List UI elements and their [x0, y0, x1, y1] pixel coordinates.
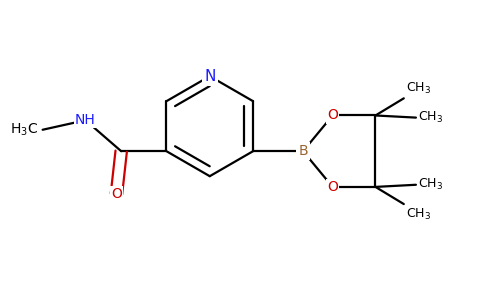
Text: CH$_3$: CH$_3$: [406, 206, 431, 221]
Text: N: N: [204, 69, 215, 84]
Text: NH: NH: [75, 113, 96, 127]
Text: O: O: [327, 109, 338, 122]
Text: H$_3$C: H$_3$C: [10, 122, 38, 138]
Text: CH$_3$: CH$_3$: [418, 110, 443, 125]
Text: O: O: [111, 187, 122, 201]
Text: CH$_3$: CH$_3$: [406, 81, 431, 96]
Text: O: O: [327, 180, 338, 194]
Text: B: B: [298, 144, 308, 158]
Text: CH$_3$: CH$_3$: [418, 177, 443, 192]
